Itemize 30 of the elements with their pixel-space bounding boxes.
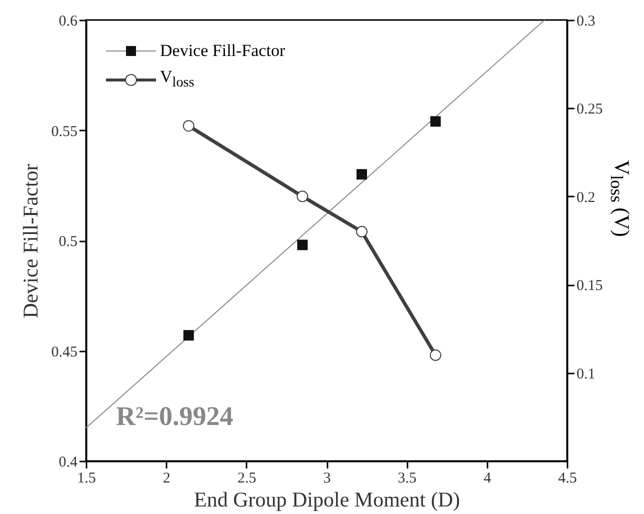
- point: [297, 240, 308, 250]
- y-tick-label: 0.4: [58, 454, 78, 470]
- y-tick-label: 0.45: [51, 344, 78, 360]
- x-axis-title: End Group Dipole Moment (D): [194, 488, 460, 512]
- point: [430, 349, 442, 361]
- annotation: R²=0.9924: [116, 401, 234, 431]
- legend-label: Device Fill-Factor: [160, 40, 286, 62]
- y-tick-label: 0.6: [58, 14, 78, 30]
- y2-tick-label: 0.25: [576, 102, 603, 118]
- x-tick-label: 3.5: [398, 470, 417, 486]
- point: [430, 116, 441, 127]
- point: [182, 120, 194, 132]
- x-tick-label: 2: [162, 470, 170, 486]
- y-axis-title: Device Fill-Factor: [18, 164, 42, 318]
- y2-tick-label: 0.1: [576, 366, 596, 382]
- point: [183, 330, 194, 341]
- x-tick-label: 4.5: [558, 470, 577, 486]
- y2-tick-label: 0.2: [576, 190, 596, 206]
- x-tick-label: 4: [484, 470, 492, 486]
- point: [356, 169, 368, 180]
- legend-label: V$_{loss}$: [160, 66, 194, 92]
- point: [296, 190, 308, 202]
- x-tick-label: 3: [323, 470, 331, 486]
- y-tick-label: 0.55: [51, 124, 78, 140]
- point: [356, 226, 368, 238]
- y2-tick-label: 0.3: [576, 14, 596, 30]
- y-tick-label: 0.5: [58, 234, 78, 250]
- y2-tick-label: 0.15: [576, 278, 603, 294]
- x-tick-label: 2.5: [237, 470, 256, 486]
- x-tick-label: 1.5: [77, 470, 96, 486]
